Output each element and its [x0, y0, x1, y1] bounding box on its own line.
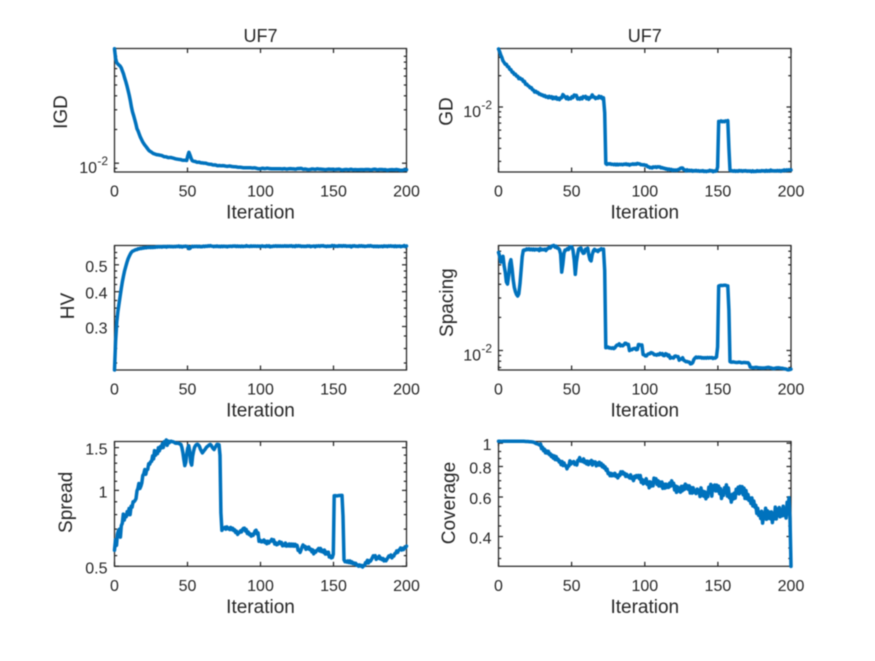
svg-text:0: 0: [494, 578, 503, 595]
svg-text:0.6: 0.6: [469, 491, 491, 508]
svg-text:-2: -2: [481, 342, 492, 356]
svg-text:Iteration: Iteration: [610, 597, 679, 618]
svg-text:50: 50: [179, 184, 197, 201]
svg-text:Iteration: Iteration: [610, 203, 679, 224]
svg-text:Spread: Spread: [56, 472, 77, 533]
svg-text:200: 200: [778, 184, 805, 201]
svg-text:0.4: 0.4: [85, 286, 107, 303]
svg-text:150: 150: [320, 382, 347, 399]
svg-text:0.8: 0.8: [469, 461, 491, 478]
svg-text:Iteration: Iteration: [226, 597, 295, 618]
svg-text:200: 200: [778, 578, 805, 595]
svg-text:0: 0: [494, 382, 503, 399]
svg-text:10: 10: [463, 348, 481, 365]
svg-text:150: 150: [705, 578, 732, 595]
svg-text:1.5: 1.5: [85, 442, 107, 459]
svg-text:200: 200: [393, 382, 420, 399]
svg-text:200: 200: [393, 184, 420, 201]
svg-text:GD: GD: [437, 97, 458, 126]
svg-text:150: 150: [320, 184, 347, 201]
svg-text:0.4: 0.4: [469, 531, 491, 548]
svg-text:UF7: UF7: [243, 26, 277, 46]
svg-text:100: 100: [247, 578, 274, 595]
svg-text:IGD: IGD: [51, 95, 72, 129]
svg-text:150: 150: [320, 578, 347, 595]
svg-text:200: 200: [778, 382, 805, 399]
svg-text:0.3: 0.3: [85, 321, 107, 338]
svg-text:HV: HV: [58, 292, 79, 319]
svg-text:Iteration: Iteration: [610, 401, 679, 422]
svg-text:150: 150: [705, 184, 732, 201]
svg-text:50: 50: [563, 184, 581, 201]
svg-text:100: 100: [631, 382, 658, 399]
svg-text:0: 0: [110, 578, 119, 595]
svg-text:Spacing: Spacing: [437, 268, 458, 337]
svg-text:100: 100: [247, 184, 274, 201]
svg-text:1: 1: [99, 484, 108, 501]
svg-text:50: 50: [563, 382, 581, 399]
svg-text:Coverage: Coverage: [439, 462, 460, 544]
svg-text:0.5: 0.5: [85, 259, 107, 276]
svg-text:0: 0: [110, 382, 119, 399]
svg-text:100: 100: [631, 184, 658, 201]
svg-text:-2: -2: [481, 98, 492, 112]
svg-text:200: 200: [393, 578, 420, 595]
svg-text:Iteration: Iteration: [226, 401, 295, 422]
svg-text:50: 50: [179, 578, 197, 595]
svg-text:0: 0: [494, 184, 503, 201]
svg-text:UF7: UF7: [628, 26, 662, 46]
svg-text:150: 150: [705, 382, 732, 399]
svg-text:50: 50: [179, 382, 197, 399]
svg-text:100: 100: [631, 578, 658, 595]
svg-text:0: 0: [110, 184, 119, 201]
svg-text:50: 50: [563, 578, 581, 595]
svg-text:-2: -2: [97, 154, 108, 168]
svg-text:10: 10: [79, 160, 97, 177]
svg-text:10: 10: [463, 104, 481, 121]
svg-text:Iteration: Iteration: [226, 203, 295, 224]
svg-text:0.5: 0.5: [85, 560, 107, 577]
svg-text:100: 100: [247, 382, 274, 399]
svg-text:1: 1: [483, 437, 492, 454]
